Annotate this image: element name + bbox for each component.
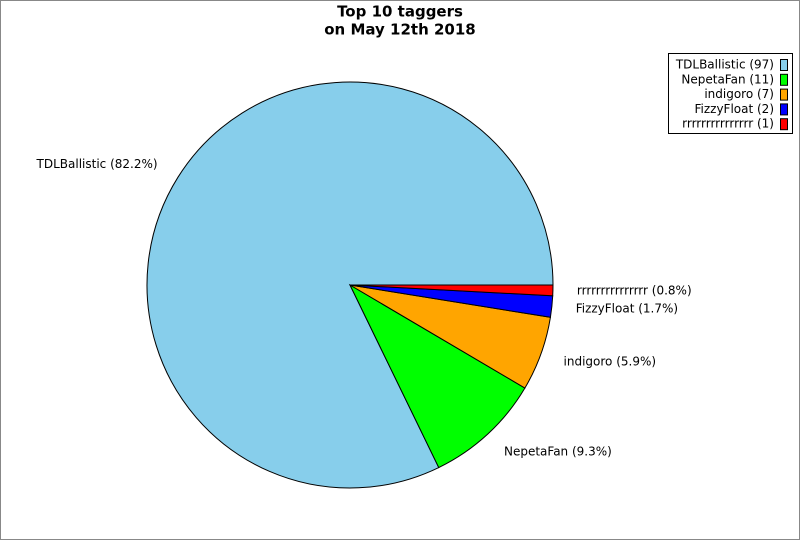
legend-swatch (780, 103, 788, 116)
legend-label: indigoro (7) (704, 87, 774, 101)
chart-title: Top 10 taggers (337, 3, 463, 21)
slice-label: TDLBallistic (82.2%) (36, 157, 158, 171)
slice-label: NepetaFan (9.3%) (504, 444, 612, 458)
legend-label: FizzyFloat (2) (694, 102, 774, 116)
slice-label: FizzyFloat (1.7%) (576, 302, 678, 316)
legend-box (668, 53, 793, 134)
legend-label: rrrrrrrrrrrrrrr (1) (682, 117, 774, 131)
legend-label: NepetaFan (11) (681, 72, 774, 86)
pie-slice (348, 283, 526, 469)
legend-swatch (780, 118, 788, 131)
legend-label: TDLBallistic (97) (675, 58, 774, 72)
slice-label: rrrrrrrrrrrrrrr (0.8%) (577, 284, 692, 298)
chart-subtitle: on May 12th 2018 (324, 21, 476, 39)
legend-swatch (780, 73, 788, 86)
slice-label: indigoro (5.9%) (564, 355, 657, 369)
pie-slice (349, 284, 554, 297)
legend-swatch (780, 88, 788, 101)
legend-swatch (780, 59, 788, 71)
